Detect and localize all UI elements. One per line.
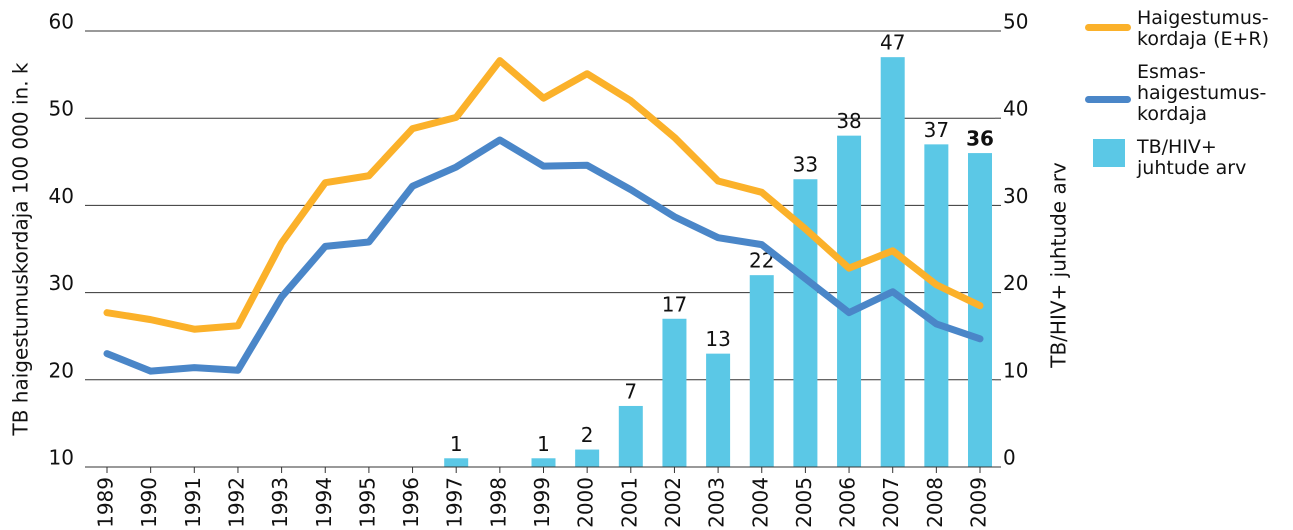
bar [531,458,556,467]
y2-tick-label: 50 [1003,10,1028,34]
bar [968,153,992,467]
y-tick-label: 40 [49,184,74,208]
x-tick-label: 1998 [486,477,510,528]
bar-value-label: 1 [450,432,463,456]
bar-value-label: 36 [966,127,994,151]
legend-key [1085,24,1131,31]
x-tick-label: 1997 [443,477,467,528]
x-tick-label: 1991 [181,477,205,528]
bar-value-label: 2 [581,423,594,447]
x-tick-label: 2002 [661,477,685,528]
y-tick-label: 10 [49,446,74,470]
y-tick-label: 20 [49,358,74,382]
x-tick-label: 2005 [792,477,816,528]
legend: Haigestumus- kordaja (E+R) Esmas- haigest… [1085,8,1290,191]
y2-tick-label: 30 [1003,184,1028,208]
y2-tick-label: 40 [1003,97,1028,121]
bar [444,458,469,467]
bar-value-label: 1 [537,432,550,456]
x-tick-label: 2003 [705,477,729,528]
bar [618,405,643,467]
bar [837,135,862,467]
x-tick-label: 2006 [836,477,860,528]
x-tick-label: 1990 [137,477,161,528]
x-tick-label: 2004 [748,477,772,528]
bar [706,353,731,467]
legend-item: Haigestumus- kordaja (E+R) [1085,8,1290,50]
x-tick-label: 1994 [312,477,336,528]
legend-key [1085,96,1131,103]
bar-value-label: 17 [662,292,687,316]
y-axis-title: TB haigestumuskordaja 100 000 in. k [9,62,33,436]
y2-tick-label: 20 [1003,271,1028,295]
chart: 10 20 30 40 50 60 0 10 20 30 40 50 TB haigestumuskor… [9,10,1071,528]
x-tick-label: 1999 [530,477,554,528]
x-tick-label: 2008 [923,477,947,528]
x-tick-label: 2009 [967,477,991,528]
legend-label: Haigestumus- kordaja (E+R) [1137,7,1270,50]
bar-value-label: 7 [624,379,637,403]
x-tick-label: 1993 [268,477,292,528]
y-tick-label: 50 [49,97,74,121]
x-tick-label: 2000 [574,477,598,528]
legend-label: Esmas- haigestumus- kordaja [1137,61,1267,125]
bar [575,449,600,467]
bar-value-label: 38 [836,109,861,133]
line [103,57,984,333]
x-tick-label: 1992 [224,477,248,528]
y-tick-label: 30 [49,271,74,295]
x-tick-label: 1995 [355,477,379,528]
legend-item: Esmas- haigestumus- kordaja [1085,62,1290,125]
x-tick-label: 2001 [617,477,641,528]
bar [880,57,905,467]
y2-tick-label: 0 [1003,446,1016,470]
bar-value-label: 47 [880,31,905,55]
y2-axis-title: TB/HIV+ juhtude arv [1047,162,1071,369]
line [103,136,984,375]
bar [662,318,687,467]
bar-value-label: 33 [793,153,818,177]
legend-label: TB/HIV+ juhtude arv [1137,136,1247,179]
bar-value-label: 13 [705,327,730,351]
x-tick-label: 1996 [399,477,423,528]
x-tick-label: 2007 [879,477,903,528]
x-tick-label: 1989 [94,477,118,528]
bar [749,275,774,467]
y-tick-label: 60 [49,10,74,34]
legend-item: TB/HIV+ juhtude arv [1085,137,1290,179]
bar-value-label: 37 [924,118,949,142]
bar [924,144,949,468]
y2-tick-label: 10 [1003,358,1028,382]
legend-key [1093,139,1125,167]
